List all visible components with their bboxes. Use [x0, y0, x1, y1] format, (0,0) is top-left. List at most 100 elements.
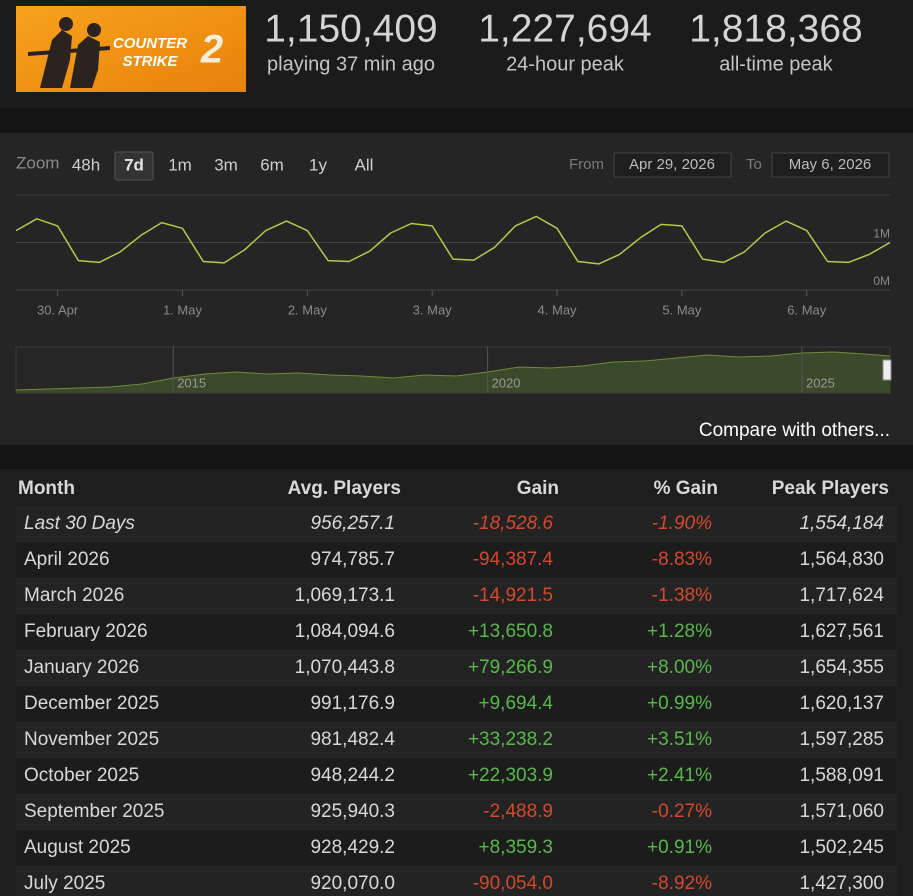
- from-date[interactable]: Apr 29, 2026: [629, 156, 715, 173]
- history-line: [15, 351, 891, 391]
- from-label: From: [569, 156, 604, 173]
- table-cell: 928,429.2: [310, 837, 395, 858]
- table-cell: September 2025: [24, 801, 165, 822]
- table-cell: August 2025: [24, 837, 131, 858]
- compare-link[interactable]: Compare with others...: [699, 420, 890, 441]
- table-cell: +1.28%: [647, 621, 712, 642]
- table-cell: +2.41%: [647, 765, 712, 786]
- table-cell: 991,176.9: [310, 693, 395, 714]
- stat-label: playing 37 min ago: [267, 53, 435, 75]
- logo-figures: [28, 30, 110, 88]
- table-row: [16, 794, 897, 830]
- player-line: [15, 215, 891, 265]
- table-row: [16, 866, 897, 896]
- table-row: [16, 506, 897, 542]
- navigator-handle[interactable]: [882, 359, 892, 381]
- year-label: 2025: [806, 375, 835, 390]
- table-cell: April 2026: [24, 549, 110, 570]
- range-button[interactable]: 1m: [168, 155, 192, 174]
- column-header[interactable]: Avg. Players: [288, 478, 401, 499]
- table-cell: 1,554,184: [799, 513, 884, 534]
- table-cell: 1,620,137: [799, 693, 884, 714]
- table-row: [16, 686, 897, 722]
- x-tick-label: 5. May: [662, 302, 702, 317]
- table-cell: +9,694.4: [479, 693, 554, 714]
- table-cell: 981,482.4: [310, 729, 395, 750]
- table-cell: +79,266.9: [468, 657, 553, 678]
- table-cell: 1,571,060: [799, 801, 884, 822]
- table-cell: March 2026: [24, 585, 124, 606]
- table-cell: February 2026: [24, 621, 148, 642]
- range-button[interactable]: 3m: [214, 155, 238, 174]
- range-button[interactable]: 48h: [72, 155, 100, 174]
- table-cell: +3.51%: [647, 729, 712, 750]
- table-cell: -90,054.0: [473, 873, 553, 894]
- table-cell: +13,650.8: [468, 621, 553, 642]
- zoom-label: Zoom: [16, 153, 59, 172]
- to-date[interactable]: May 6, 2026: [789, 156, 872, 173]
- table-row: [16, 650, 897, 686]
- column-header[interactable]: Month: [18, 478, 75, 499]
- table-cell: -8.83%: [652, 549, 712, 570]
- to-label: To: [746, 156, 762, 173]
- table-cell: 956,257.1: [310, 513, 395, 534]
- column-header[interactable]: Peak Players: [772, 478, 889, 499]
- x-tick-label: 30. Apr: [37, 302, 79, 317]
- range-button[interactable]: All: [355, 155, 374, 174]
- stat-value: 1,818,368: [689, 7, 863, 50]
- logo-text: COUNTER: [113, 35, 187, 52]
- date-input[interactable]: [613, 152, 732, 178]
- table-cell: -2,488.9: [483, 801, 553, 822]
- x-tick-label: 2. May: [288, 302, 328, 317]
- table-cell: 1,654,355: [799, 657, 884, 678]
- x-tick-label: 3. May: [413, 302, 453, 317]
- logo-text: STRIKE: [122, 53, 178, 70]
- table-cell: +0.91%: [647, 837, 712, 858]
- range-selected[interactable]: [114, 151, 154, 181]
- year-label: 2015: [177, 375, 206, 390]
- table-cell: 1,427,300: [799, 873, 884, 894]
- date-input[interactable]: [771, 152, 890, 178]
- table-cell: July 2025: [24, 873, 105, 894]
- table-cell: December 2025: [24, 693, 159, 714]
- table-cell: 925,940.3: [310, 801, 395, 822]
- table-cell: Last 30 Days: [24, 513, 135, 534]
- table-row: [16, 578, 897, 614]
- logo-figures: [59, 17, 73, 31]
- table-cell: 1,597,285: [799, 729, 884, 750]
- table-cell: +8.00%: [647, 657, 712, 678]
- table-row: [16, 614, 897, 650]
- table-cell: 1,502,245: [799, 837, 884, 858]
- band: [0, 108, 913, 133]
- x-tick-label: 1. May: [163, 302, 203, 317]
- history-area: [16, 352, 890, 393]
- x-tick-label: 4. May: [538, 302, 578, 317]
- table-cell: -8.92%: [652, 873, 712, 894]
- table-cell: 1,717,624: [799, 585, 884, 606]
- table-cell: -18,528.6: [473, 513, 554, 534]
- table-cell: 1,084,094.6: [295, 621, 395, 642]
- stat-value: 1,150,409: [264, 7, 438, 50]
- table-cell: 1,627,561: [799, 621, 884, 642]
- table-cell: 974,785.7: [310, 549, 395, 570]
- table-cell: -94,387.4: [473, 549, 554, 570]
- column-header[interactable]: % Gain: [654, 478, 718, 499]
- table-cell: -1.90%: [652, 513, 712, 534]
- table-cell: +8,359.3: [479, 837, 554, 858]
- y-tick-label: 0M: [873, 274, 890, 288]
- table-cell: 920,070.0: [310, 873, 395, 894]
- range-button[interactable]: 7d: [124, 155, 144, 174]
- range-button[interactable]: 6m: [260, 155, 284, 174]
- table-cell: -0.27%: [652, 801, 712, 822]
- logo-mark: 2: [200, 28, 223, 72]
- logo-figures: [87, 23, 101, 37]
- band: [0, 445, 913, 469]
- table-cell: -14,921.5: [473, 585, 553, 606]
- stat-value: 1,227,694: [478, 7, 652, 50]
- column-header[interactable]: Gain: [517, 478, 559, 499]
- range-button[interactable]: 1y: [309, 155, 327, 174]
- table-cell: 1,069,173.1: [295, 585, 395, 606]
- table-cell: +33,238.2: [468, 729, 553, 750]
